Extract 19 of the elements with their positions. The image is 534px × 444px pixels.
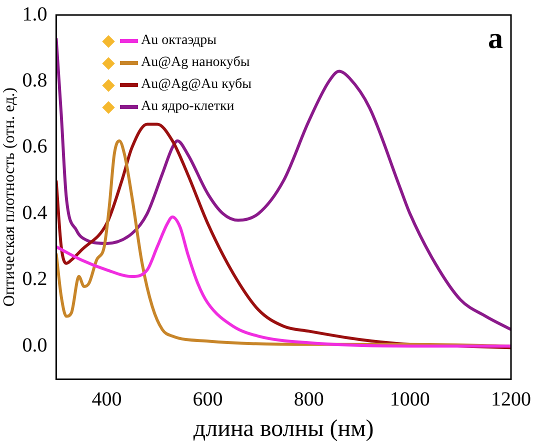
legend-label: Au ядро-клетки <box>141 98 234 116</box>
x-tick-label: 400 <box>92 388 122 410</box>
y-tick-label: 0.8 <box>22 69 48 92</box>
y-tick-label: 0.6 <box>22 136 48 158</box>
y-tick-label: 0.0 <box>22 334 48 356</box>
y-axis-title: Оптическая плотность (отн. ед.) <box>0 88 18 307</box>
x-axis-title: длина волны (нм) <box>193 416 374 442</box>
x-tick-label: 1200 <box>491 388 531 410</box>
y-tick-label: 0.4 <box>22 202 48 224</box>
x-tick-label: 600 <box>192 388 223 410</box>
legend-label: Au@Ag нанокубы <box>141 54 250 72</box>
legend-label: Au октаэдры <box>141 32 217 50</box>
legend-label: Au@Ag@Au кубы <box>141 76 252 94</box>
x-tick-label: 1000 <box>390 388 430 410</box>
line-series <box>56 215 511 348</box>
x-tick-label: 800 <box>294 388 324 410</box>
y-tick-label: 0.2 <box>22 268 48 290</box>
annotation: a <box>488 22 503 55</box>
y-tick-label: 1.0 <box>22 3 48 26</box>
